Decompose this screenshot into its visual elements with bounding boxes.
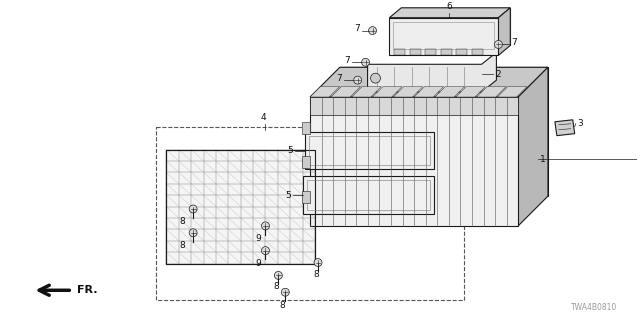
Circle shape — [354, 76, 362, 84]
Polygon shape — [414, 87, 444, 97]
Bar — [425, 49, 436, 55]
Polygon shape — [477, 87, 506, 97]
Bar — [389, 18, 499, 55]
Polygon shape — [340, 67, 548, 196]
Polygon shape — [518, 67, 548, 226]
Text: 3: 3 — [578, 119, 584, 128]
Circle shape — [275, 271, 282, 279]
Circle shape — [189, 229, 197, 237]
Polygon shape — [497, 87, 527, 97]
Circle shape — [262, 247, 269, 255]
Bar — [309, 136, 430, 165]
Polygon shape — [367, 52, 497, 92]
Bar — [302, 191, 310, 203]
Bar — [394, 22, 495, 49]
Text: 9: 9 — [255, 259, 261, 268]
Text: 2: 2 — [495, 70, 501, 79]
Text: 4: 4 — [260, 113, 266, 122]
Polygon shape — [456, 87, 485, 97]
Bar — [310, 97, 518, 115]
Text: 7: 7 — [336, 74, 342, 83]
Polygon shape — [555, 120, 575, 136]
Bar — [456, 49, 467, 55]
Polygon shape — [352, 87, 381, 97]
Text: 1: 1 — [540, 155, 546, 164]
Polygon shape — [499, 8, 510, 55]
Polygon shape — [310, 97, 518, 226]
Text: FR.: FR. — [77, 285, 98, 295]
Polygon shape — [372, 87, 402, 97]
Text: 5: 5 — [287, 146, 293, 155]
Text: 8: 8 — [313, 270, 319, 279]
Circle shape — [262, 222, 269, 230]
Bar — [166, 149, 315, 263]
Circle shape — [314, 259, 322, 267]
Polygon shape — [331, 87, 360, 97]
Bar — [441, 49, 452, 55]
Polygon shape — [389, 8, 510, 18]
Bar — [302, 156, 310, 168]
Text: 8: 8 — [179, 241, 185, 250]
Text: 7: 7 — [344, 56, 349, 65]
Polygon shape — [401, 8, 510, 45]
Text: 5: 5 — [285, 191, 291, 200]
Bar — [307, 180, 430, 210]
Text: 7: 7 — [511, 38, 517, 47]
Polygon shape — [435, 87, 465, 97]
Text: 8: 8 — [280, 301, 285, 310]
Text: 7: 7 — [354, 24, 360, 33]
Circle shape — [282, 288, 289, 296]
Circle shape — [369, 27, 376, 35]
Text: 9: 9 — [255, 234, 261, 243]
Bar — [305, 132, 434, 169]
Circle shape — [362, 58, 369, 66]
Polygon shape — [310, 67, 548, 97]
Bar — [472, 49, 483, 55]
Text: 6: 6 — [446, 2, 452, 11]
Text: 8: 8 — [179, 217, 185, 226]
Polygon shape — [310, 87, 340, 97]
Bar — [156, 127, 464, 300]
Circle shape — [371, 73, 380, 83]
Text: 8: 8 — [273, 282, 279, 291]
Circle shape — [189, 205, 197, 213]
Bar — [410, 49, 420, 55]
Bar — [394, 49, 405, 55]
Text: TWA4B0810: TWA4B0810 — [571, 303, 618, 312]
Polygon shape — [394, 87, 423, 97]
Circle shape — [495, 41, 502, 48]
Bar — [302, 122, 310, 134]
Bar — [166, 149, 315, 263]
Bar — [303, 176, 434, 214]
